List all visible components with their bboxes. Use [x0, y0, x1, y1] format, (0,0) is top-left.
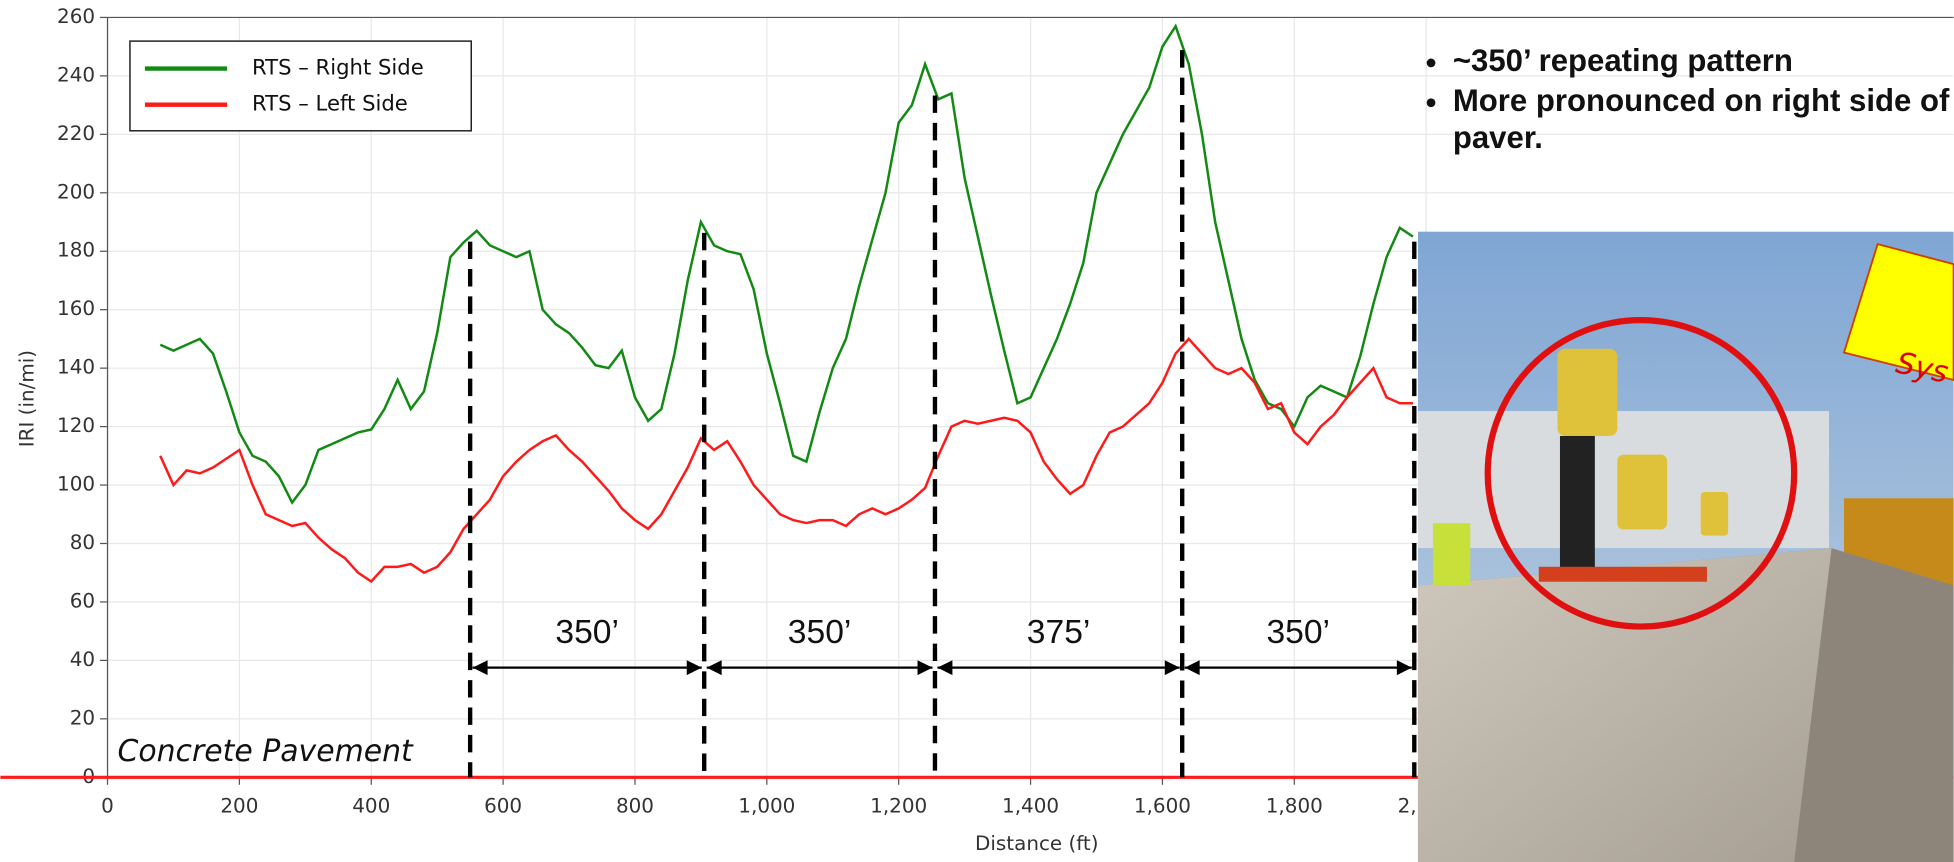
span-label: 350’ [788, 614, 852, 651]
legend: RTS – Right Side RTS – Left Side [130, 41, 471, 131]
y-tick-label: 140 [57, 356, 95, 379]
y-tick-label: 60 [70, 589, 95, 612]
y-tick-label: 40 [70, 648, 95, 671]
x-tick-label: 1,600 [1134, 795, 1191, 818]
arrow-head [1185, 660, 1200, 675]
x-tick-label: 400 [352, 795, 390, 818]
page: {"chart_data": {"type": "line", "x_label… [0, 0, 1954, 862]
y-tick-label: 80 [70, 531, 95, 554]
photo-wall [1418, 548, 1832, 862]
annotation: Concrete Pavement [117, 734, 414, 769]
y-tick-label: 180 [57, 239, 95, 262]
photo-instrument [1617, 455, 1667, 530]
x-tick-label: 800 [616, 795, 654, 818]
span-label: 350’ [1266, 614, 1330, 651]
photo-tripod [1560, 436, 1595, 573]
bullet: More pronounced on right side of paver. [1453, 82, 1954, 157]
x-tick-label: 200 [220, 795, 258, 818]
y-tick-label: 220 [57, 122, 95, 145]
y-tick-label: 260 [57, 5, 95, 28]
span-label: 375’ [1027, 614, 1091, 651]
y-axis-label: IRI (in/mi) [15, 350, 38, 447]
photo-worker [1433, 523, 1470, 585]
y-tick-label: 200 [57, 180, 95, 203]
y-tick-label: 240 [57, 63, 95, 86]
arrow-head [687, 660, 702, 675]
series-line [160, 339, 1413, 582]
arrow-head [473, 660, 488, 675]
x-tick-label: 1,200 [870, 795, 927, 818]
bullet-list: ~350’ repeating patternMore pronounced o… [1420, 42, 1953, 157]
x-tick-label: 600 [484, 795, 522, 818]
x-tick-label: 1,000 [738, 795, 795, 818]
photo: Sys [1418, 232, 1954, 862]
arrow-head [918, 660, 933, 675]
span-label: 350’ [555, 614, 619, 651]
arrow-head [937, 660, 952, 675]
photo-bracket [1539, 567, 1707, 582]
x-axis-label: Distance (ft) [975, 832, 1098, 855]
y-tick-label: 100 [57, 473, 95, 496]
y-tick-label: 160 [57, 297, 95, 320]
x-tick-label: 0 [101, 795, 114, 818]
arrow-head [1165, 660, 1180, 675]
x-tick-label: 1,800 [1266, 795, 1323, 818]
y-tick-label: 20 [70, 706, 95, 729]
arrow-head [707, 660, 722, 675]
legend-label: RTS – Right Side [252, 55, 424, 80]
y-tick-label: 120 [57, 414, 95, 437]
arrow-head [1397, 660, 1412, 675]
chart: 0204060801001201401601802002202402600200… [0, 0, 1954, 862]
bullets-box: ~350’ repeating patternMore pronounced o… [1420, 42, 1953, 204]
legend-label: RTS – Left Side [252, 91, 408, 116]
photo-instrument [1557, 349, 1617, 436]
bullet: ~350’ repeating pattern [1453, 42, 1954, 79]
photo-instrument [1701, 492, 1728, 536]
x-tick-label: 1,400 [1002, 795, 1059, 818]
